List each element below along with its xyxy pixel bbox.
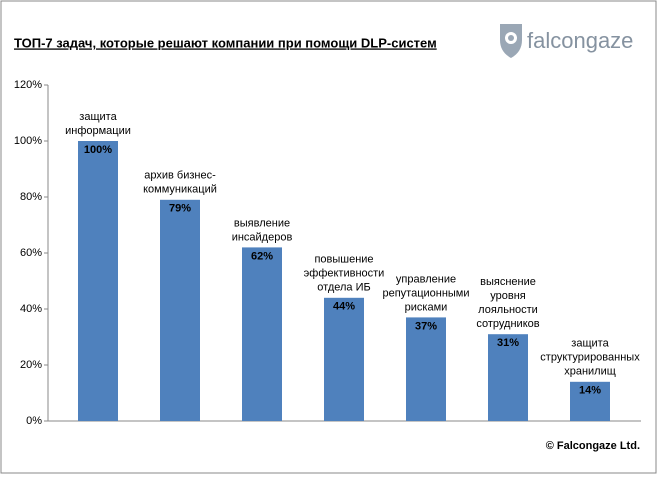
y-tick-label: 80% <box>20 191 42 203</box>
y-tick-label: 60% <box>20 247 42 259</box>
category-label: эффективности <box>304 268 385 280</box>
category-label: уровня <box>490 290 526 302</box>
value-label: 31% <box>497 337 519 349</box>
category-label: лояльности <box>478 304 538 316</box>
value-label: 79% <box>169 203 191 215</box>
y-tick-label: 0% <box>26 415 42 427</box>
category-label: репутационными <box>382 287 469 299</box>
bar <box>570 381 610 421</box>
category-label: сотрудников <box>476 318 539 330</box>
category-label: выяснение <box>480 276 536 288</box>
bar <box>406 317 446 421</box>
category-label: архив бизнес- <box>144 170 216 182</box>
chart-title: ТОП-7 задач, которые решают компании при… <box>14 35 437 50</box>
category-label: инсайдеров <box>232 231 293 243</box>
logo-pupil <box>508 35 514 41</box>
footer: © Falcongaze Ltd. <box>546 440 640 452</box>
value-label: 14% <box>579 385 601 397</box>
brand: falcongaze <box>527 28 633 53</box>
y-tick-label: 100% <box>14 135 42 147</box>
category-label: повышение <box>314 254 373 266</box>
category-label: хранилищ <box>564 366 616 378</box>
bar <box>242 247 282 421</box>
category-label: выявление <box>234 217 290 229</box>
category-label: информации <box>65 125 131 137</box>
bar <box>78 141 118 421</box>
category-label: коммуникаций <box>143 184 217 196</box>
bar <box>488 334 528 421</box>
logo: falcongaze <box>500 24 633 58</box>
y-tick-label: 20% <box>20 359 42 371</box>
category-label: рисками <box>405 301 448 313</box>
category-label: защита <box>79 111 117 123</box>
value-label: 100% <box>84 144 112 156</box>
value-label: 37% <box>415 320 437 332</box>
y-tick-label: 120% <box>14 79 42 91</box>
category-label: отдела ИБ <box>317 282 370 294</box>
bar <box>324 297 364 421</box>
category-label: управление <box>396 273 456 285</box>
value-label: 44% <box>333 301 355 313</box>
category-label: защита <box>571 338 609 350</box>
value-label: 62% <box>251 250 273 262</box>
y-tick-label: 40% <box>20 303 42 315</box>
category-label: структурированных <box>540 352 640 364</box>
bar <box>160 199 200 421</box>
